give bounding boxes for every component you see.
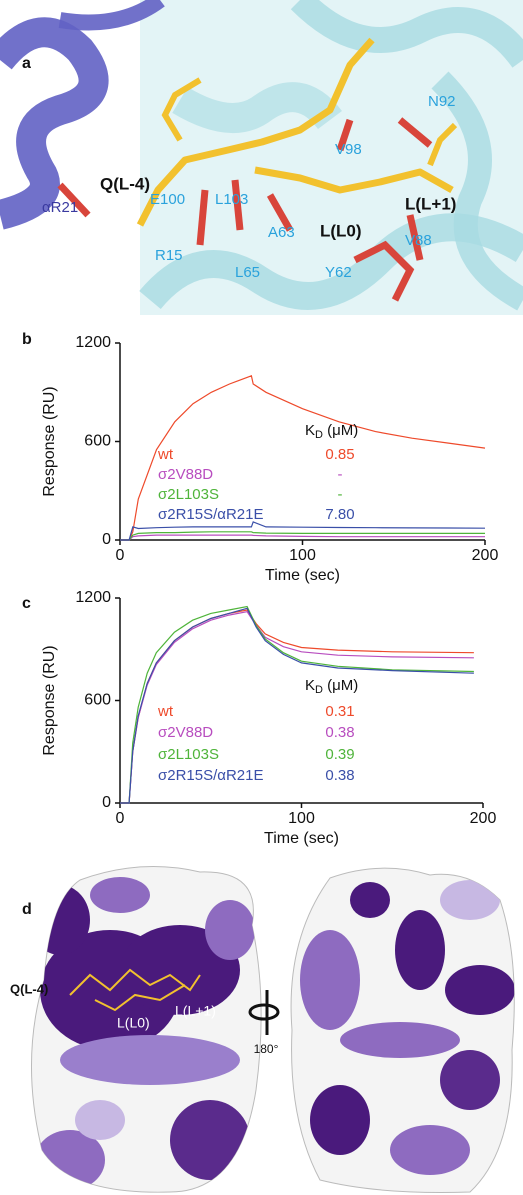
- x-tick-label: 0: [116, 810, 125, 827]
- legend-entry: wt: [157, 446, 174, 463]
- residue-label: Q(L-4): [10, 981, 48, 996]
- kd-value: 0.39: [325, 746, 354, 763]
- residue-label: L(L+1): [405, 194, 456, 213]
- legend-entry: σ2L103S: [158, 486, 219, 503]
- x-tick-label: 0: [116, 547, 125, 564]
- legend-entry: wt: [157, 703, 174, 720]
- kd-value: 0.85: [325, 446, 354, 463]
- residue-label: αR21: [42, 199, 78, 216]
- y-tick-label: 1200: [75, 334, 111, 351]
- kd-value: -: [338, 486, 343, 503]
- x-tick-label: 100: [289, 547, 316, 564]
- kd-header-part: D: [315, 684, 323, 696]
- y-tick-label: 600: [84, 692, 111, 709]
- panel-label: c: [22, 595, 31, 612]
- kd-header-part: (μM): [323, 677, 358, 694]
- series-line: [120, 374, 486, 541]
- residue-label: Q(L-4): [100, 174, 150, 193]
- x-tick-label: 200: [472, 547, 499, 564]
- kd-header-part: D: [315, 429, 323, 441]
- y-tick-label: 600: [84, 433, 111, 450]
- series-line: [120, 534, 485, 541]
- surface-image: [31, 866, 515, 1193]
- kd-value: 0.38: [325, 767, 354, 784]
- rotation-label: 180°: [254, 1042, 279, 1056]
- kd-header: KD (μM): [305, 677, 358, 696]
- series-line: [120, 607, 474, 804]
- kd-header-part: (μM): [323, 422, 358, 439]
- legend-entry: σ2R15S/αR21E: [158, 767, 263, 784]
- residue-label: L(L0): [117, 1015, 150, 1031]
- residue-label: L65: [235, 264, 260, 281]
- residue-label: V98: [335, 141, 362, 158]
- residue-label: L(L0): [320, 221, 362, 240]
- residue-label: Y62: [325, 264, 352, 281]
- legend-entry: σ2R15S/αR21E: [158, 506, 263, 523]
- series-line: [120, 521, 486, 541]
- kd-value: 0.38: [325, 724, 354, 741]
- y-axis-title: Response (RU): [41, 645, 58, 755]
- kd-header-part: K: [305, 422, 315, 439]
- residue-label: N92: [428, 93, 456, 110]
- residue-label: L103: [215, 191, 248, 208]
- residue-label: E100: [150, 191, 185, 208]
- x-tick-label: 100: [288, 810, 315, 827]
- residue-label: V88: [405, 232, 432, 249]
- legend-entry: σ2L103S: [158, 746, 219, 763]
- residue-label: A63: [268, 224, 295, 241]
- kd-header: KD (μM): [305, 422, 358, 441]
- structure-image: [0, 0, 523, 315]
- legend-entry: σ2V88D: [158, 724, 213, 741]
- residue-label: L(L+1): [175, 1003, 216, 1019]
- kd-value: -: [338, 466, 343, 483]
- x-axis-title: Time (sec): [264, 830, 339, 847]
- y-tick-label: 1200: [75, 589, 111, 606]
- x-axis-title: Time (sec): [265, 567, 340, 584]
- x-tick-label: 200: [470, 810, 497, 827]
- legend-entry: σ2V88D: [158, 466, 213, 483]
- series-line: [120, 531, 485, 541]
- panel-label: a: [22, 55, 31, 72]
- panel-label: d: [22, 901, 32, 918]
- panel-label: b: [22, 331, 32, 348]
- y-axis-title: Response (RU): [41, 386, 58, 496]
- series-line: [120, 605, 474, 804]
- residue-label: R15: [155, 247, 183, 264]
- kd-header-part: K: [305, 677, 315, 694]
- y-tick-label: 0: [102, 794, 111, 811]
- kd-value: 7.80: [325, 506, 354, 523]
- y-tick-label: 0: [102, 531, 111, 548]
- kd-value: 0.31: [325, 703, 354, 720]
